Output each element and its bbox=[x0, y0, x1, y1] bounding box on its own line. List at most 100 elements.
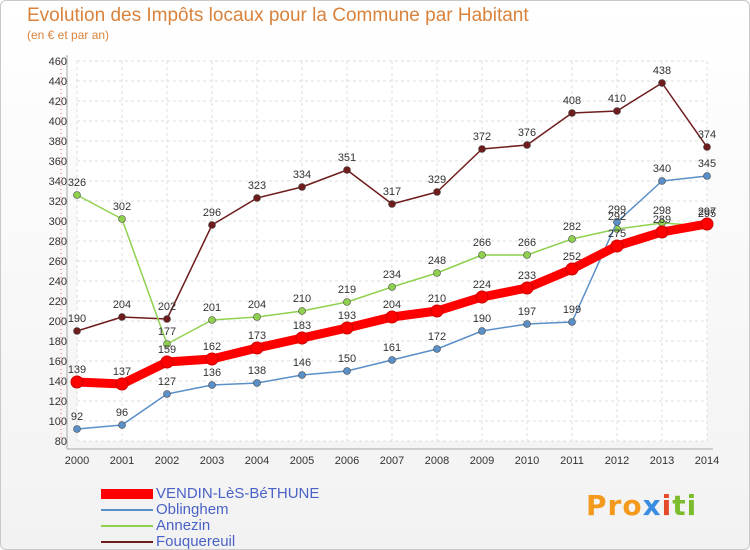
data-point bbox=[343, 166, 351, 174]
data-label: 233 bbox=[518, 270, 536, 282]
data-point bbox=[523, 251, 531, 259]
legend-item-fouquereuil: Fouquereuil bbox=[101, 533, 319, 550]
data-point bbox=[160, 355, 174, 369]
data-label: 177 bbox=[158, 326, 176, 338]
data-point bbox=[475, 290, 489, 304]
data-point bbox=[163, 390, 171, 398]
data-label: 201 bbox=[203, 302, 221, 314]
legend-swatch-fouquereuil bbox=[101, 541, 153, 543]
data-label: 298 bbox=[653, 205, 671, 217]
y-tick-label: 240 bbox=[49, 276, 67, 288]
data-point bbox=[73, 191, 81, 199]
data-label: 204 bbox=[248, 299, 266, 311]
data-point bbox=[478, 145, 486, 153]
data-label: 137 bbox=[113, 366, 131, 378]
data-label: 193 bbox=[338, 310, 356, 322]
data-point bbox=[253, 379, 261, 387]
data-label: 234 bbox=[383, 269, 401, 281]
legend-item-annezin: Annezin bbox=[101, 518, 319, 534]
data-point bbox=[433, 188, 441, 196]
legend-label-fouquereuil: Fouquereuil bbox=[156, 533, 236, 550]
data-point bbox=[433, 269, 441, 277]
data-point bbox=[298, 371, 306, 379]
y-tick-label: 300 bbox=[49, 216, 67, 228]
x-tick-label: 2004 bbox=[245, 455, 269, 467]
y-tick-label: 160 bbox=[49, 356, 67, 368]
data-label: 136 bbox=[203, 367, 221, 379]
data-label: 190 bbox=[68, 313, 86, 325]
data-label: 266 bbox=[473, 237, 491, 249]
data-point bbox=[613, 107, 621, 115]
data-label: 326 bbox=[68, 177, 86, 189]
data-label: 408 bbox=[563, 95, 581, 107]
data-label: 204 bbox=[383, 299, 401, 311]
data-label: 275 bbox=[608, 228, 626, 240]
data-label: 296 bbox=[203, 207, 221, 219]
data-point bbox=[298, 307, 306, 315]
data-label: 159 bbox=[158, 344, 176, 356]
data-point bbox=[478, 327, 486, 335]
data-point bbox=[118, 313, 126, 321]
data-point bbox=[655, 225, 669, 239]
data-label: 299 bbox=[608, 204, 626, 216]
legend-item-oblinghem: Oblinghem bbox=[101, 502, 319, 518]
data-label: 150 bbox=[338, 353, 356, 365]
data-point bbox=[703, 143, 711, 151]
data-point bbox=[388, 356, 396, 364]
data-point bbox=[70, 375, 84, 389]
x-tick-label: 2005 bbox=[290, 455, 314, 467]
y-tick-label: 420 bbox=[49, 96, 67, 108]
data-label: 438 bbox=[653, 65, 671, 77]
data-point bbox=[568, 318, 576, 326]
data-label: 92 bbox=[71, 411, 83, 423]
data-point bbox=[73, 425, 81, 433]
data-label: 302 bbox=[113, 201, 131, 213]
data-label: 252 bbox=[563, 251, 581, 263]
logo-part-1: Pro bbox=[586, 489, 643, 522]
y-tick-label: 400 bbox=[49, 116, 67, 128]
legend-swatch-annezin bbox=[101, 525, 153, 527]
data-point bbox=[658, 177, 666, 185]
data-label: 96 bbox=[116, 407, 128, 419]
data-label: 334 bbox=[293, 169, 311, 181]
y-tick-label: 340 bbox=[49, 176, 67, 188]
data-point bbox=[295, 331, 309, 345]
x-tick-label: 2000 bbox=[65, 455, 89, 467]
series bbox=[70, 79, 714, 433]
x-tick-label: 2007 bbox=[380, 455, 404, 467]
y-tick-label: 320 bbox=[49, 196, 67, 208]
data-point bbox=[208, 381, 216, 389]
legend-label-vendin: VENDIN-LèS-BéTHUNE bbox=[156, 485, 320, 502]
data-point bbox=[388, 200, 396, 208]
data-label: 202 bbox=[158, 301, 176, 313]
y-tick-label: 100 bbox=[49, 416, 67, 428]
legend-label-annezin: Annezin bbox=[156, 517, 211, 534]
data-point bbox=[433, 345, 441, 353]
x-tick-label: 2014 bbox=[695, 455, 719, 467]
data-point bbox=[115, 377, 129, 391]
data-label: 219 bbox=[338, 284, 356, 296]
data-label: 204 bbox=[113, 299, 131, 311]
data-point bbox=[118, 215, 126, 223]
y-tick-label: 440 bbox=[49, 76, 67, 88]
data-label: 317 bbox=[383, 186, 401, 198]
x-tick-label: 2010 bbox=[515, 455, 539, 467]
data-label: 410 bbox=[608, 93, 626, 105]
data-point bbox=[208, 316, 216, 324]
data-label: 161 bbox=[383, 342, 401, 354]
data-point bbox=[430, 304, 444, 318]
y-tick-label: 260 bbox=[49, 256, 67, 268]
y-tick-label: 220 bbox=[49, 296, 67, 308]
data-label: 146 bbox=[293, 357, 311, 369]
data-point bbox=[205, 352, 219, 366]
y-tick-label: 120 bbox=[49, 396, 67, 408]
y-tick-label: 360 bbox=[49, 156, 67, 168]
data-label: 197 bbox=[518, 306, 536, 318]
y-tick-label: 460 bbox=[49, 56, 67, 68]
data-point bbox=[388, 283, 396, 291]
y-tick-label: 280 bbox=[49, 236, 67, 248]
data-label: 266 bbox=[518, 237, 536, 249]
x-tick-label: 2009 bbox=[470, 455, 494, 467]
data-point bbox=[118, 421, 126, 429]
data-point bbox=[253, 313, 261, 321]
